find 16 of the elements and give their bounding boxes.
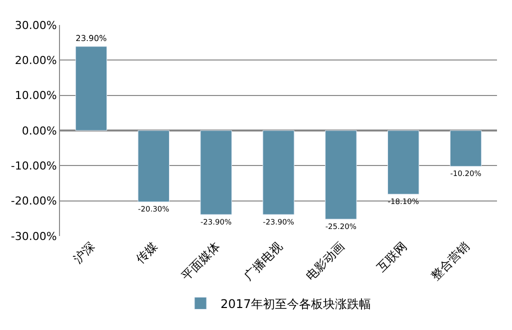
- y-tick-label: -10.00%: [10, 160, 57, 173]
- x-tick-label: 沪深: [70, 239, 98, 266]
- y-tick-label: 30.00%: [14, 18, 57, 32]
- x-tick-label: 传媒: [133, 239, 160, 266]
- x-tick-label: 电影动画: [303, 239, 348, 284]
- y-tick-label: 0.00%: [22, 124, 57, 138]
- x-tick-label: 广播电视: [241, 239, 285, 284]
- y-tick-label: 20.00%: [14, 54, 57, 68]
- y-tick-label: 10.00%: [14, 89, 57, 102]
- x-tick-label: 整合营销: [428, 239, 472, 284]
- y-tick-label: -20.00%: [10, 194, 57, 208]
- legend-label: 2017年初至今各板块涨跌幅: [220, 296, 372, 311]
- x-tick-label: 平面媒体: [178, 239, 222, 284]
- data-label: 23.90%: [76, 33, 108, 44]
- x-tick-label: 互联网: [374, 239, 410, 275]
- y-tick-label: -30.00%: [10, 230, 57, 243]
